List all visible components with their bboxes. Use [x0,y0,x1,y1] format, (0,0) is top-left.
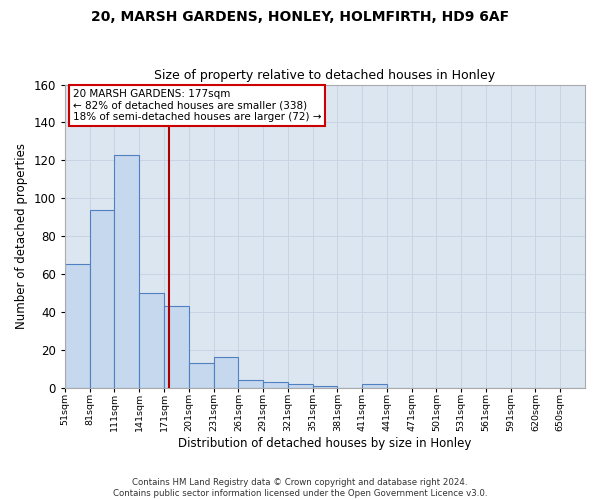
Bar [313,386,337,388]
Bar [362,384,387,388]
Text: Contains HM Land Registry data © Crown copyright and database right 2024.
Contai: Contains HM Land Registry data © Crown c… [113,478,487,498]
Bar [139,293,164,388]
Bar [263,382,288,388]
Bar [214,357,238,388]
Bar [288,384,313,388]
Text: 20 MARSH GARDENS: 177sqm
← 82% of detached houses are smaller (338)
18% of semi-: 20 MARSH GARDENS: 177sqm ← 82% of detach… [73,89,321,122]
X-axis label: Distribution of detached houses by size in Honley: Distribution of detached houses by size … [178,437,472,450]
Text: 20, MARSH GARDENS, HONLEY, HOLMFIRTH, HD9 6AF: 20, MARSH GARDENS, HONLEY, HOLMFIRTH, HD… [91,10,509,24]
Bar [164,306,189,388]
Bar [115,154,139,388]
Bar [238,380,263,388]
Bar [65,264,90,388]
Bar [90,210,115,388]
Title: Size of property relative to detached houses in Honley: Size of property relative to detached ho… [154,69,496,82]
Bar [189,363,214,388]
Y-axis label: Number of detached properties: Number of detached properties [15,143,28,329]
